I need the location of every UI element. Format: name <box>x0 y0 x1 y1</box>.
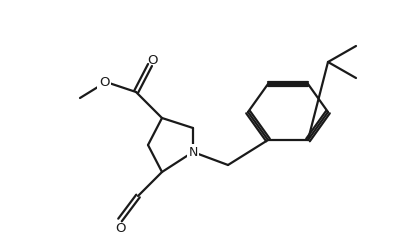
Text: O: O <box>99 76 109 89</box>
Text: O: O <box>147 54 157 68</box>
Text: O: O <box>115 221 125 234</box>
Text: N: N <box>188 145 198 159</box>
